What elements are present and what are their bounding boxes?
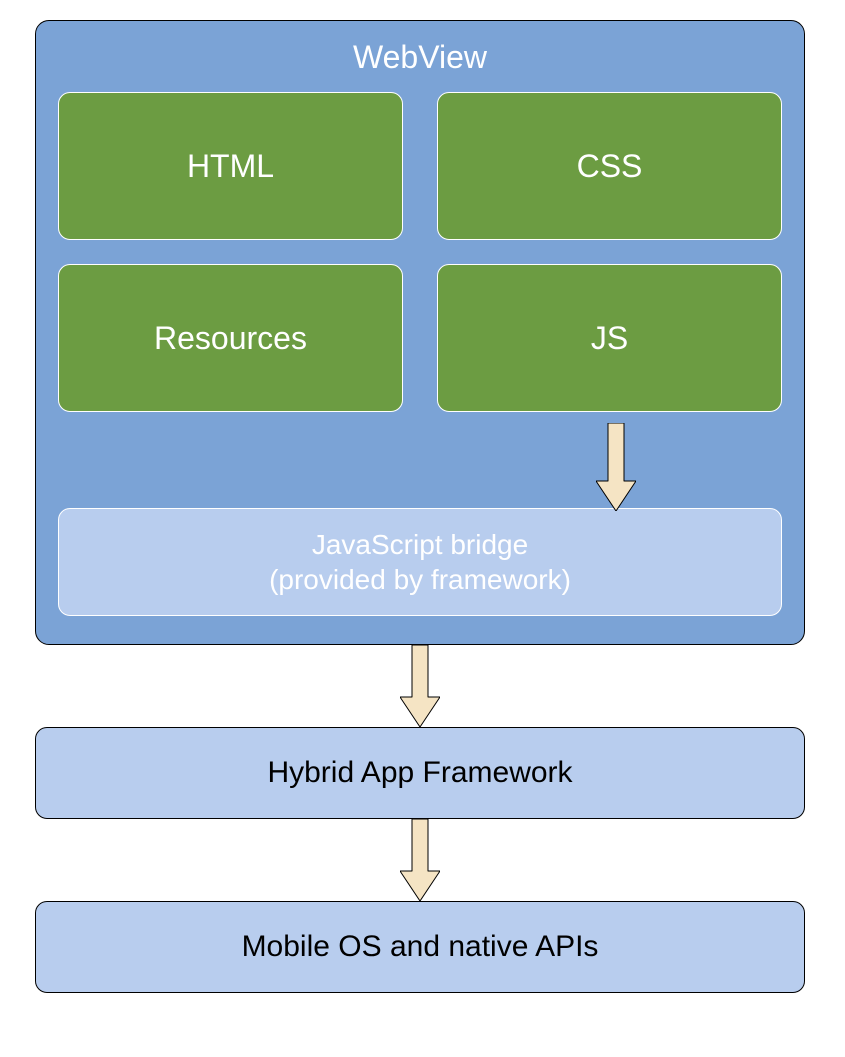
mobile-os-box: Mobile OS and native APIs xyxy=(35,901,805,993)
bridge-wrapper: JavaScript bridge (provided by framework… xyxy=(58,508,782,616)
hybrid-framework-box: Hybrid App Framework xyxy=(35,727,805,819)
bridge-line2: (provided by framework) xyxy=(69,562,771,597)
tile-html: HTML xyxy=(58,92,403,240)
arrow-down-icon xyxy=(400,645,440,727)
arrow-down-icon xyxy=(596,423,636,511)
tile-resources: Resources xyxy=(58,264,403,412)
bar-label: Hybrid App Framework xyxy=(267,756,572,790)
tile-js: JS xyxy=(437,264,782,412)
tile-css: CSS xyxy=(437,92,782,240)
bar-label: Mobile OS and native APIs xyxy=(242,930,599,964)
vertical-stack: WebView HTML CSS Resources JS JavaScript… xyxy=(35,20,805,993)
webview-title: WebView xyxy=(58,39,782,76)
tiles-grid: HTML CSS Resources JS xyxy=(58,92,782,412)
arrow-down-icon xyxy=(400,819,440,901)
bridge-line1: JavaScript bridge xyxy=(69,527,771,562)
tile-label: JS xyxy=(591,320,628,357)
webview-container: WebView HTML CSS Resources JS JavaScript… xyxy=(35,20,805,645)
diagram-root: WebView HTML CSS Resources JS JavaScript… xyxy=(35,20,835,993)
js-bridge-box: JavaScript bridge (provided by framework… xyxy=(58,508,782,616)
tile-label: Resources xyxy=(154,320,307,357)
tile-label: HTML xyxy=(187,148,274,185)
tile-label: CSS xyxy=(577,148,643,185)
